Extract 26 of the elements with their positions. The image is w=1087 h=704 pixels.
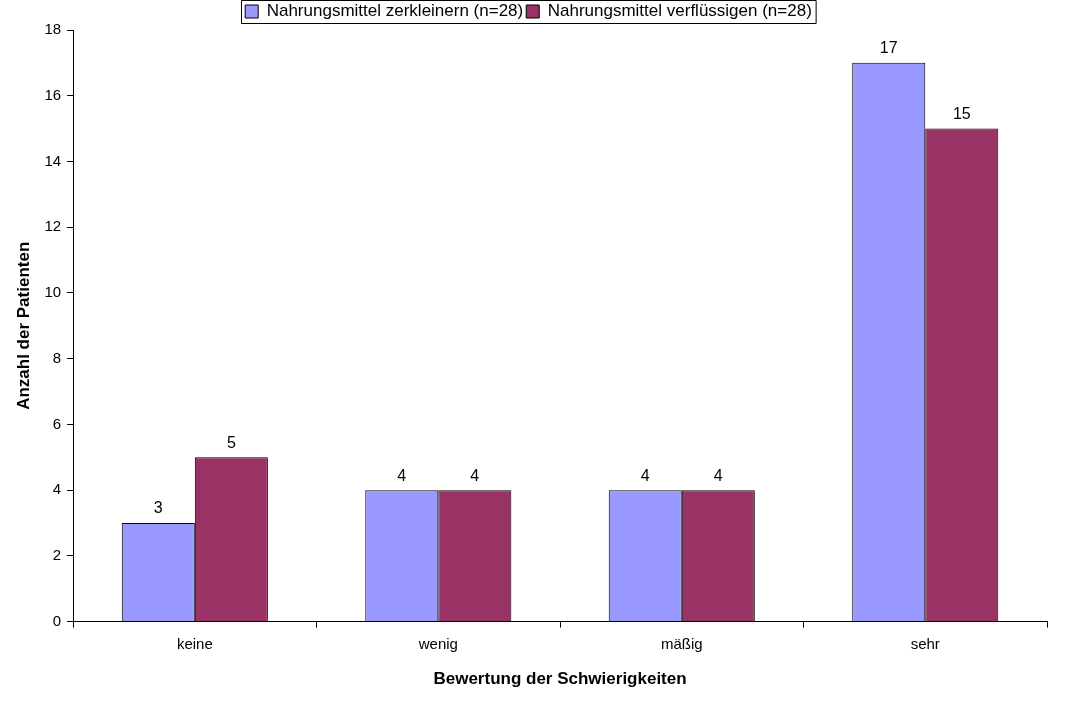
data-label: 17 xyxy=(879,39,898,57)
y-axis-title: Anzahl der Patienten xyxy=(13,241,33,410)
data-label: 4 xyxy=(713,466,723,484)
y-tick-label: 4 xyxy=(52,480,62,498)
data-label: 15 xyxy=(952,105,971,123)
x-tick-label: keine xyxy=(176,634,213,652)
data-label: 4 xyxy=(470,466,480,484)
y-tick-label: 12 xyxy=(44,217,62,235)
x-axis-title: Bewertung der Schwierigkeiten xyxy=(433,669,687,689)
data-label: 4 xyxy=(640,466,650,484)
data-label: 4 xyxy=(397,466,407,484)
y-tick-label: 8 xyxy=(52,348,62,366)
y-tick-label: 16 xyxy=(44,85,62,103)
x-tick-label: sehr xyxy=(910,634,940,652)
y-tick-label: 0 xyxy=(52,611,62,629)
y-tick-label: 2 xyxy=(52,546,62,564)
y-tick-label: 10 xyxy=(44,283,62,301)
legend-label: Nahrungsmittel zerkleinern (n=28) xyxy=(266,1,524,21)
data-label: 3 xyxy=(153,499,163,517)
x-tick-label: mäßig xyxy=(660,634,703,652)
data-label: 5 xyxy=(226,433,236,451)
y-tick-label: 6 xyxy=(52,414,62,432)
y-tick-label: 18 xyxy=(44,20,62,38)
x-tick-label: wenig xyxy=(417,634,458,652)
legend-label: Nahrungsmittel verflüssigen (n=28) xyxy=(547,1,812,21)
y-tick-label: 14 xyxy=(44,151,62,169)
